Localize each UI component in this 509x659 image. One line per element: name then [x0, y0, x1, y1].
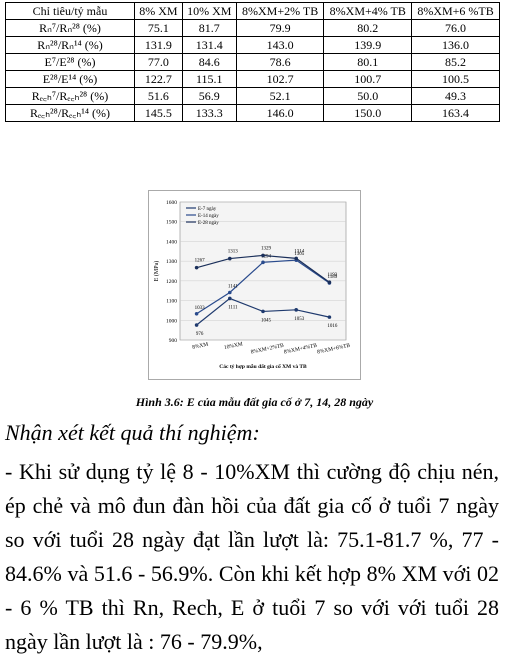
- table-cell: 131.9: [134, 36, 183, 54]
- point: [294, 308, 298, 312]
- data-label: 1033: [195, 306, 206, 311]
- table-cell: 79.9: [235, 19, 325, 37]
- table-row: Rₙ⁷/Rₙ²⁸ (%) 75.1 81.7 79.9 80.2 76.0: [5, 19, 500, 37]
- point: [261, 253, 265, 258]
- data-label: 1313: [228, 250, 239, 255]
- table-cell: 77.0: [134, 53, 183, 71]
- table-cell: 80.1: [323, 53, 413, 71]
- table-cell: 56.9: [181, 87, 237, 105]
- table-cell: 133.3: [181, 104, 237, 122]
- table-cell: 122.7: [134, 70, 183, 88]
- table-cell: 102.7: [235, 70, 325, 88]
- point: [261, 260, 265, 265]
- point: [261, 309, 265, 314]
- x-tick-label: 10%XM: [224, 341, 244, 351]
- heading: Nhận xét kết quả thí nghiệm:: [5, 420, 260, 445]
- table-cell: 163.4: [411, 104, 500, 122]
- point: [194, 323, 199, 327]
- table-cell: 139.9: [323, 36, 413, 54]
- point: [327, 315, 332, 319]
- table-row: Rₑ꜀ₕ²⁸/Rₑ꜀ₕ¹⁴ (%) 145.5 133.3 146.0 150.0 163…: [5, 104, 500, 122]
- table-cell: 136.0: [411, 36, 500, 54]
- table-row: Rₑ꜀ₕ⁷/Rₑ꜀ₕ²⁸ (%) 51.6 56.9 52.1 50.0 49.3: [5, 87, 500, 105]
- data-label: 1189: [327, 275, 337, 280]
- data-label: 1141: [228, 284, 238, 289]
- table-cell: 50.0: [323, 87, 413, 105]
- table-cell: Rₑ꜀ₕ⁷/Rₑ꜀ₕ²⁸ (%): [5, 87, 135, 105]
- data-label: 1314: [294, 249, 305, 254]
- data-label: 976: [196, 332, 204, 337]
- point: [294, 256, 298, 261]
- table-cell: 100.5: [411, 70, 500, 88]
- table-row: Rₙ²⁸/Rₙ¹⁴ (%) 131.9 131.4 143.0 139.9 136.0: [5, 36, 500, 54]
- point: [228, 296, 232, 301]
- table-cell: 80.2: [323, 19, 413, 37]
- y-tick-label: 1100: [166, 299, 177, 305]
- table-cell: E⁷/E²⁸ (%): [5, 53, 135, 71]
- table-cell: 145.5: [134, 104, 183, 122]
- data-label: 1294: [261, 254, 272, 259]
- point: [228, 256, 232, 261]
- table-cell: 8% XM: [134, 2, 183, 20]
- y-tick-label: 1300: [166, 259, 177, 265]
- data-label: 1267: [195, 259, 206, 264]
- point: [327, 280, 332, 285]
- y-tick-label: 1600: [166, 200, 177, 206]
- y-axis-label: E (MPa): [153, 261, 160, 282]
- data-label: 1045: [261, 318, 272, 323]
- table-row: E²⁸/E¹⁴ (%) 122.7 115.1 102.7 100.7 100.5: [5, 70, 500, 88]
- table-cell: 8%XM+2% TB: [235, 2, 325, 20]
- table-cell: 143.0: [235, 36, 325, 54]
- y-tick-label: 1200: [166, 279, 177, 285]
- y-tick-label: 900: [169, 338, 178, 344]
- table-cell: 75.1: [134, 19, 183, 37]
- table-cell: 52.1: [235, 87, 325, 105]
- table-cell: 85.2: [411, 53, 500, 71]
- plot-area: [179, 201, 347, 341]
- data-label: 1111: [228, 305, 238, 310]
- table-cell: Chỉ tiêu/tỷ mẫu: [5, 2, 135, 20]
- table-cell: 51.6: [134, 87, 183, 105]
- legend-label: E-7 ngày: [198, 207, 217, 212]
- table-cell: 84.6: [181, 53, 237, 71]
- point: [194, 311, 199, 316]
- table-cell: Rₙ²⁸/Rₙ¹⁴ (%): [5, 36, 135, 54]
- data-label: 1016: [327, 324, 338, 329]
- table-cell: 8%XM+4% TB: [323, 2, 413, 20]
- data-label: 1305: [294, 252, 305, 257]
- table-cell: 131.4: [181, 36, 237, 54]
- table-row: E⁷/E²⁸ (%) 77.0 84.6 78.6 80.1 85.2: [5, 53, 500, 71]
- table-cell: 8%XM+6 %TB: [411, 2, 500, 20]
- table-cell: 150.0: [323, 104, 413, 122]
- y-tick-label: 1400: [166, 239, 177, 245]
- y-tick-label: 1500: [166, 220, 177, 226]
- paragraph: - Khi sử dụng tỷ lệ 8 - 10%XM thì cường …: [5, 459, 499, 654]
- table-cell: Rₙ⁷/Rₙ²⁸ (%): [5, 19, 135, 37]
- table-cell: E²⁸/E¹⁴ (%): [5, 70, 135, 88]
- data-label: 1053: [294, 317, 305, 322]
- table-cell: 76.0: [411, 19, 500, 37]
- point: [194, 265, 199, 270]
- table-cell: 78.6: [235, 53, 325, 71]
- table-cell: 115.1: [181, 70, 237, 88]
- data-label: 1329: [261, 246, 272, 251]
- point: [228, 290, 232, 295]
- results-table: Chỉ tiêu/tỷ mẫu 8% XM 10% XM 8%XM+2% TB 8%XM…: [5, 2, 500, 122]
- table-row: Chỉ tiêu/tỷ mẫu 8% XM 10% XM 8%XM+2% TB 8%XM…: [5, 2, 500, 20]
- data-label: 1193: [327, 273, 337, 278]
- table-cell: Rₑ꜀ₕ²⁸/Rₑ꜀ₕ¹⁴ (%): [5, 104, 135, 122]
- figure: 900 1000 1100 1200 1300 1400 1500 1600 8%XM 10%XM…: [148, 190, 361, 380]
- caption: Hình 3.6: E của mẫu đất gia cố ở 7, 14, …: [135, 395, 374, 409]
- table-cell: 10% XM: [181, 2, 237, 20]
- x-tick-label: 8%XM: [192, 342, 209, 351]
- table-cell: 100.7: [323, 70, 413, 88]
- y-tick-label: 1000: [166, 318, 177, 324]
- x-axis-label: Các tỷ hợp mẫu đất gia cố XM và TB: [219, 363, 307, 370]
- table-cell: 49.3: [411, 87, 500, 105]
- legend-label: E-14 ngày: [198, 214, 219, 219]
- legend-label: E-28 ngày: [198, 221, 219, 226]
- table-cell: 81.7: [181, 19, 237, 37]
- table-cell: 146.0: [235, 104, 325, 122]
